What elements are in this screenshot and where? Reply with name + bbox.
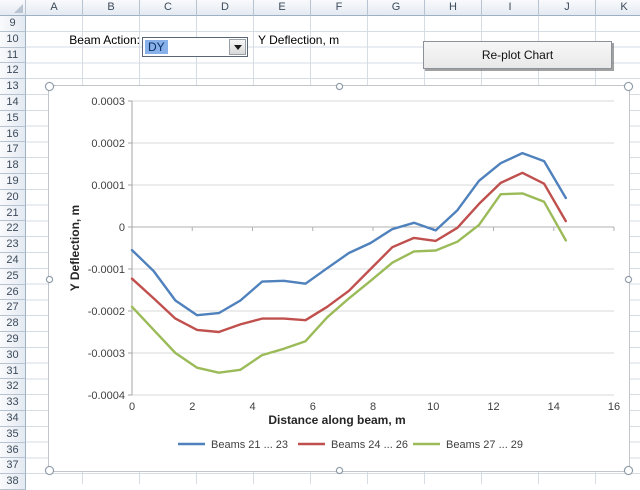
x-tick-label: 14	[548, 401, 560, 413]
select-all-corner[interactable]	[0, 0, 26, 16]
x-tick-label: 0	[129, 401, 135, 413]
row-header-11[interactable]: 11	[0, 47, 26, 64]
x-tick-label: 2	[189, 401, 195, 413]
chart-selection-handle[interactable]	[45, 466, 54, 475]
row-header-23[interactable]: 23	[0, 237, 26, 253]
y-tick-label: 0.0002	[91, 138, 125, 150]
x-tick-label: 6	[310, 401, 316, 413]
column-header-C[interactable]: C	[140, 0, 197, 16]
row-header-16[interactable]: 16	[0, 126, 26, 143]
column-header-J[interactable]: J	[539, 0, 596, 16]
y-tick-label: -0.0003	[88, 348, 125, 360]
row-header-31[interactable]: 31	[0, 363, 26, 380]
row-header-32[interactable]: 32	[0, 379, 26, 396]
row-header-18[interactable]: 18	[0, 158, 26, 174]
y-axis-title: Y Deflection, m	[68, 205, 82, 291]
y-tick-label: -0.0001	[88, 264, 125, 276]
beam-action-label: Beam Action:	[69, 33, 140, 47]
row-header-33[interactable]: 33	[0, 395, 26, 411]
deflection-chart: 0.0003 0.0002 0.0001 0 -0.0001 -0.0002 -0.0003…	[68, 96, 620, 451]
chart-area[interactable]: 0.0003 0.0002 0.0001 0 -0.0001 -0.0002 -0.0003…	[45, 82, 633, 475]
row-header-29[interactable]: 29	[0, 332, 26, 348]
column-header-E[interactable]: E	[254, 0, 311, 16]
row-header-12[interactable]: 12	[0, 63, 26, 80]
y-deflection-label: Y Deflection, m	[258, 33, 340, 47]
chart-selection-handle[interactable]	[336, 83, 343, 90]
x-tick-label: 16	[608, 401, 620, 413]
row-header-38[interactable]: 38	[0, 474, 26, 490]
replot-chart-button-label: Re-plot Chart	[481, 48, 554, 62]
x-tick-label: 12	[487, 401, 499, 413]
row-header-13[interactable]: 13	[0, 79, 26, 95]
y-tick-label: 0	[119, 222, 125, 234]
column-header-I[interactable]: I	[482, 0, 539, 16]
column-header-A[interactable]: A	[26, 0, 83, 16]
row-header-22[interactable]: 22	[0, 221, 26, 238]
chart-selection-handle[interactable]	[624, 466, 633, 475]
chart-selection-handle[interactable]	[46, 276, 53, 283]
y-tick-label: -0.0004	[88, 390, 125, 402]
row-header-25[interactable]: 25	[0, 268, 26, 285]
combobox-selected-value: DY	[145, 40, 168, 54]
row-header-14[interactable]: 14	[0, 95, 26, 111]
column-header-K[interactable]: K	[596, 0, 640, 16]
row-header-28[interactable]: 28	[0, 316, 26, 332]
chart-selection-handle[interactable]	[624, 82, 633, 91]
x-tick-label: 8	[370, 401, 376, 413]
row-header-34[interactable]: 34	[0, 411, 26, 427]
replot-chart-button[interactable]: Re-plot Chart	[423, 41, 612, 69]
row-header-24[interactable]: 24	[0, 253, 26, 269]
row-header-21[interactable]: 21	[0, 205, 26, 222]
row-header-19[interactable]: 19	[0, 174, 26, 190]
row-header-15[interactable]: 15	[0, 110, 26, 127]
series-line-2[interactable]	[130, 171, 567, 334]
row-header-10[interactable]: 10	[0, 31, 26, 48]
combobox-dropdown-button[interactable]	[229, 39, 246, 55]
chart-selection-handle[interactable]	[45, 82, 54, 91]
x-axis-title: Distance along beam, m	[268, 413, 405, 427]
row-header-9[interactable]: 9	[0, 16, 26, 32]
chart-selection-handle[interactable]	[625, 276, 632, 283]
row-header-17[interactable]: 17	[0, 142, 26, 159]
column-header-H[interactable]: H	[425, 0, 482, 16]
series-line-3[interactable]	[130, 192, 567, 374]
chart-selection-handle[interactable]	[336, 467, 343, 474]
series-line-1[interactable]	[130, 151, 567, 317]
column-header-B[interactable]: B	[83, 0, 140, 16]
column-header-G[interactable]: G	[368, 0, 425, 16]
row-header-26[interactable]: 26	[0, 284, 26, 301]
x-tick-label: 4	[249, 401, 255, 413]
row-header-37[interactable]: 37	[0, 458, 26, 475]
legend-label[interactable]: Beams 27 ... 29	[446, 439, 523, 451]
legend-label[interactable]: Beams 21 ... 23	[211, 439, 288, 451]
row-header-27[interactable]: 27	[0, 300, 26, 317]
y-tick-label: 0.0001	[91, 180, 125, 192]
y-tick-label: -0.0002	[88, 306, 125, 318]
row-header-30[interactable]: 30	[0, 347, 26, 364]
beam-action-combobox[interactable]: DY	[142, 37, 248, 57]
row-header-35[interactable]: 35	[0, 426, 26, 443]
row-header-36[interactable]: 36	[0, 442, 26, 459]
row-header-20[interactable]: 20	[0, 189, 26, 206]
column-header-F[interactable]: F	[311, 0, 368, 16]
legend-label[interactable]: Beams 24 ... 26	[331, 439, 408, 451]
column-header-D[interactable]: D	[197, 0, 254, 16]
chevron-down-icon	[233, 44, 242, 50]
y-tick-label: 0.0003	[91, 96, 125, 108]
x-tick-label: 10	[427, 401, 439, 413]
select-all-triangle-icon	[14, 4, 23, 13]
